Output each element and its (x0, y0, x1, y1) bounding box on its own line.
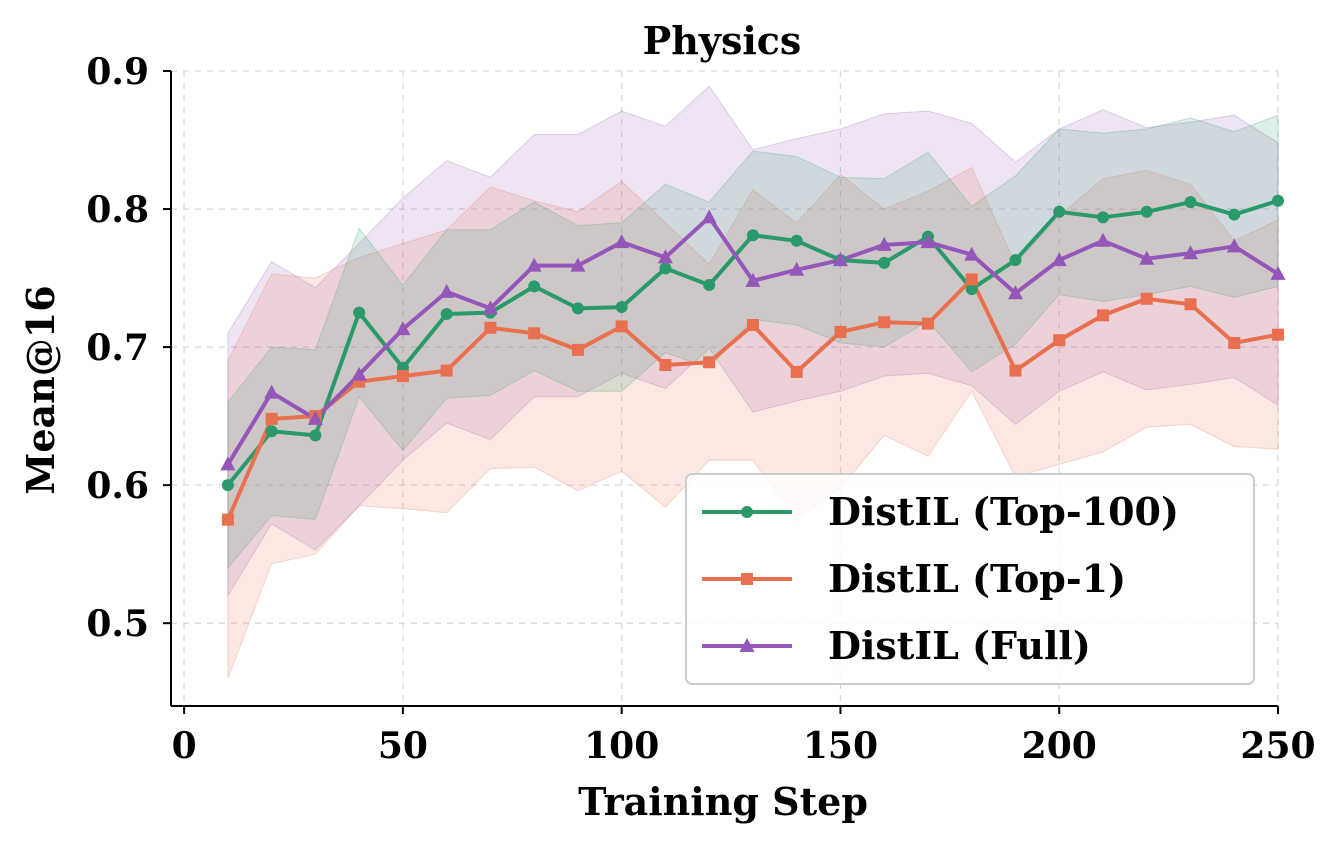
data-point-1 (1228, 336, 1241, 349)
data-point-2 (876, 236, 892, 251)
data-point-0 (1009, 254, 1022, 267)
x-tick-label: 250 (1240, 725, 1315, 767)
data-point-1 (878, 316, 891, 329)
data-point-1 (659, 359, 672, 372)
data-point-2 (1051, 252, 1067, 267)
data-point-2 (745, 272, 761, 287)
data-point-1 (1272, 328, 1284, 341)
data-point-2 (351, 366, 367, 381)
legend-box (685, 473, 1255, 685)
tick-labels: 0 50 100 150 200 250 0.5 0.6 0.7 0.8 0.9 (86, 51, 1315, 767)
data-point-1 (571, 343, 584, 356)
data-point-1 (790, 365, 803, 378)
data-point-0 (265, 425, 278, 438)
data-point-0 (1228, 208, 1241, 221)
legend-swatch-marker (741, 573, 753, 585)
data-point-1 (528, 327, 541, 340)
data-point-0 (790, 234, 803, 247)
data-point-2 (789, 261, 805, 276)
data-point-0 (353, 306, 366, 319)
x-tick-label: 100 (584, 725, 659, 767)
data-point-2 (439, 283, 455, 298)
data-point-0 (659, 262, 672, 275)
x-tick-label: 150 (803, 725, 878, 767)
y-tick-label: 0.7 (86, 327, 149, 369)
data-point-2 (570, 257, 586, 272)
data-point-1 (221, 513, 234, 526)
data-point-2 (1226, 238, 1242, 253)
data-point-1 (965, 273, 978, 286)
data-point-0 (309, 429, 322, 442)
data-point-2 (657, 249, 673, 264)
data-point-2 (482, 300, 498, 315)
y-tick-label: 0.5 (86, 603, 149, 645)
data-point-2 (832, 252, 848, 267)
data-point-1 (484, 321, 497, 334)
legend-label: DistIL (Full) (828, 623, 1091, 668)
legend-swatch-marker (741, 506, 753, 518)
data-point-2 (1270, 265, 1286, 280)
data-point-2 (1139, 250, 1155, 265)
data-point-0 (965, 283, 978, 296)
data-point-1 (746, 319, 759, 331)
x-tick-label: 50 (378, 725, 428, 767)
y-tick-label: 0.6 (86, 465, 149, 507)
y-tick-label: 0.8 (86, 189, 149, 231)
chart-title: Physics (643, 18, 802, 63)
x-axis-title: Training Step (578, 779, 868, 824)
data-point-2 (701, 209, 717, 224)
data-point-2 (307, 410, 323, 425)
legend-swatch-marker (739, 638, 755, 652)
data-point-1 (615, 320, 628, 333)
data-point-1 (265, 412, 278, 425)
data-point-2 (964, 246, 980, 261)
data-point-2 (395, 321, 411, 336)
x-tick-label: 0 (172, 725, 197, 767)
data-point-0 (878, 256, 891, 269)
data-point-1 (1096, 309, 1109, 322)
data-point-2 (526, 257, 542, 272)
confidence-band-2 (227, 85, 1279, 598)
data-point-2 (920, 234, 936, 249)
data-point-2 (220, 456, 236, 471)
axes (170, 71, 1278, 707)
data-point-0 (1140, 205, 1153, 218)
data-point-0 (1053, 205, 1066, 218)
data-point-2 (1182, 245, 1198, 260)
data-point-0 (746, 229, 759, 242)
data-point-1 (1009, 364, 1022, 377)
data-point-0 (528, 280, 541, 293)
x-tick-label: 200 (1022, 725, 1097, 767)
data-point-0 (221, 479, 234, 492)
data-point-1 (396, 370, 409, 383)
data-point-1 (1184, 298, 1197, 311)
data-point-1 (703, 356, 716, 369)
data-point-0 (440, 307, 453, 320)
legend-label: DistIL (Top-100) (828, 489, 1179, 534)
series-markers (220, 194, 1286, 526)
data-point-0 (1184, 196, 1197, 209)
data-point-0 (1096, 211, 1109, 224)
data-point-0 (615, 301, 628, 314)
data-point-2 (614, 234, 630, 249)
data-point-2 (1095, 232, 1111, 247)
legend: DistIL (Top-100) DistIL (Top-1) DistIL (Fu… (685, 473, 1255, 685)
data-point-1 (1140, 292, 1153, 305)
data-point-0 (703, 278, 716, 291)
confidence-band-0 (227, 114, 1279, 570)
legend-label: DistIL (Top-1) (828, 556, 1126, 601)
data-point-0 (571, 302, 584, 315)
data-point-2 (1007, 285, 1023, 300)
data-point-1 (1053, 334, 1066, 347)
data-point-0 (1272, 194, 1284, 207)
data-point-1 (921, 317, 934, 330)
y-tick-label: 0.9 (86, 51, 149, 93)
data-point-1 (834, 325, 847, 338)
data-point-2 (264, 384, 280, 399)
y-axis-title: Mean@16 (18, 285, 63, 494)
data-point-1 (440, 364, 453, 377)
